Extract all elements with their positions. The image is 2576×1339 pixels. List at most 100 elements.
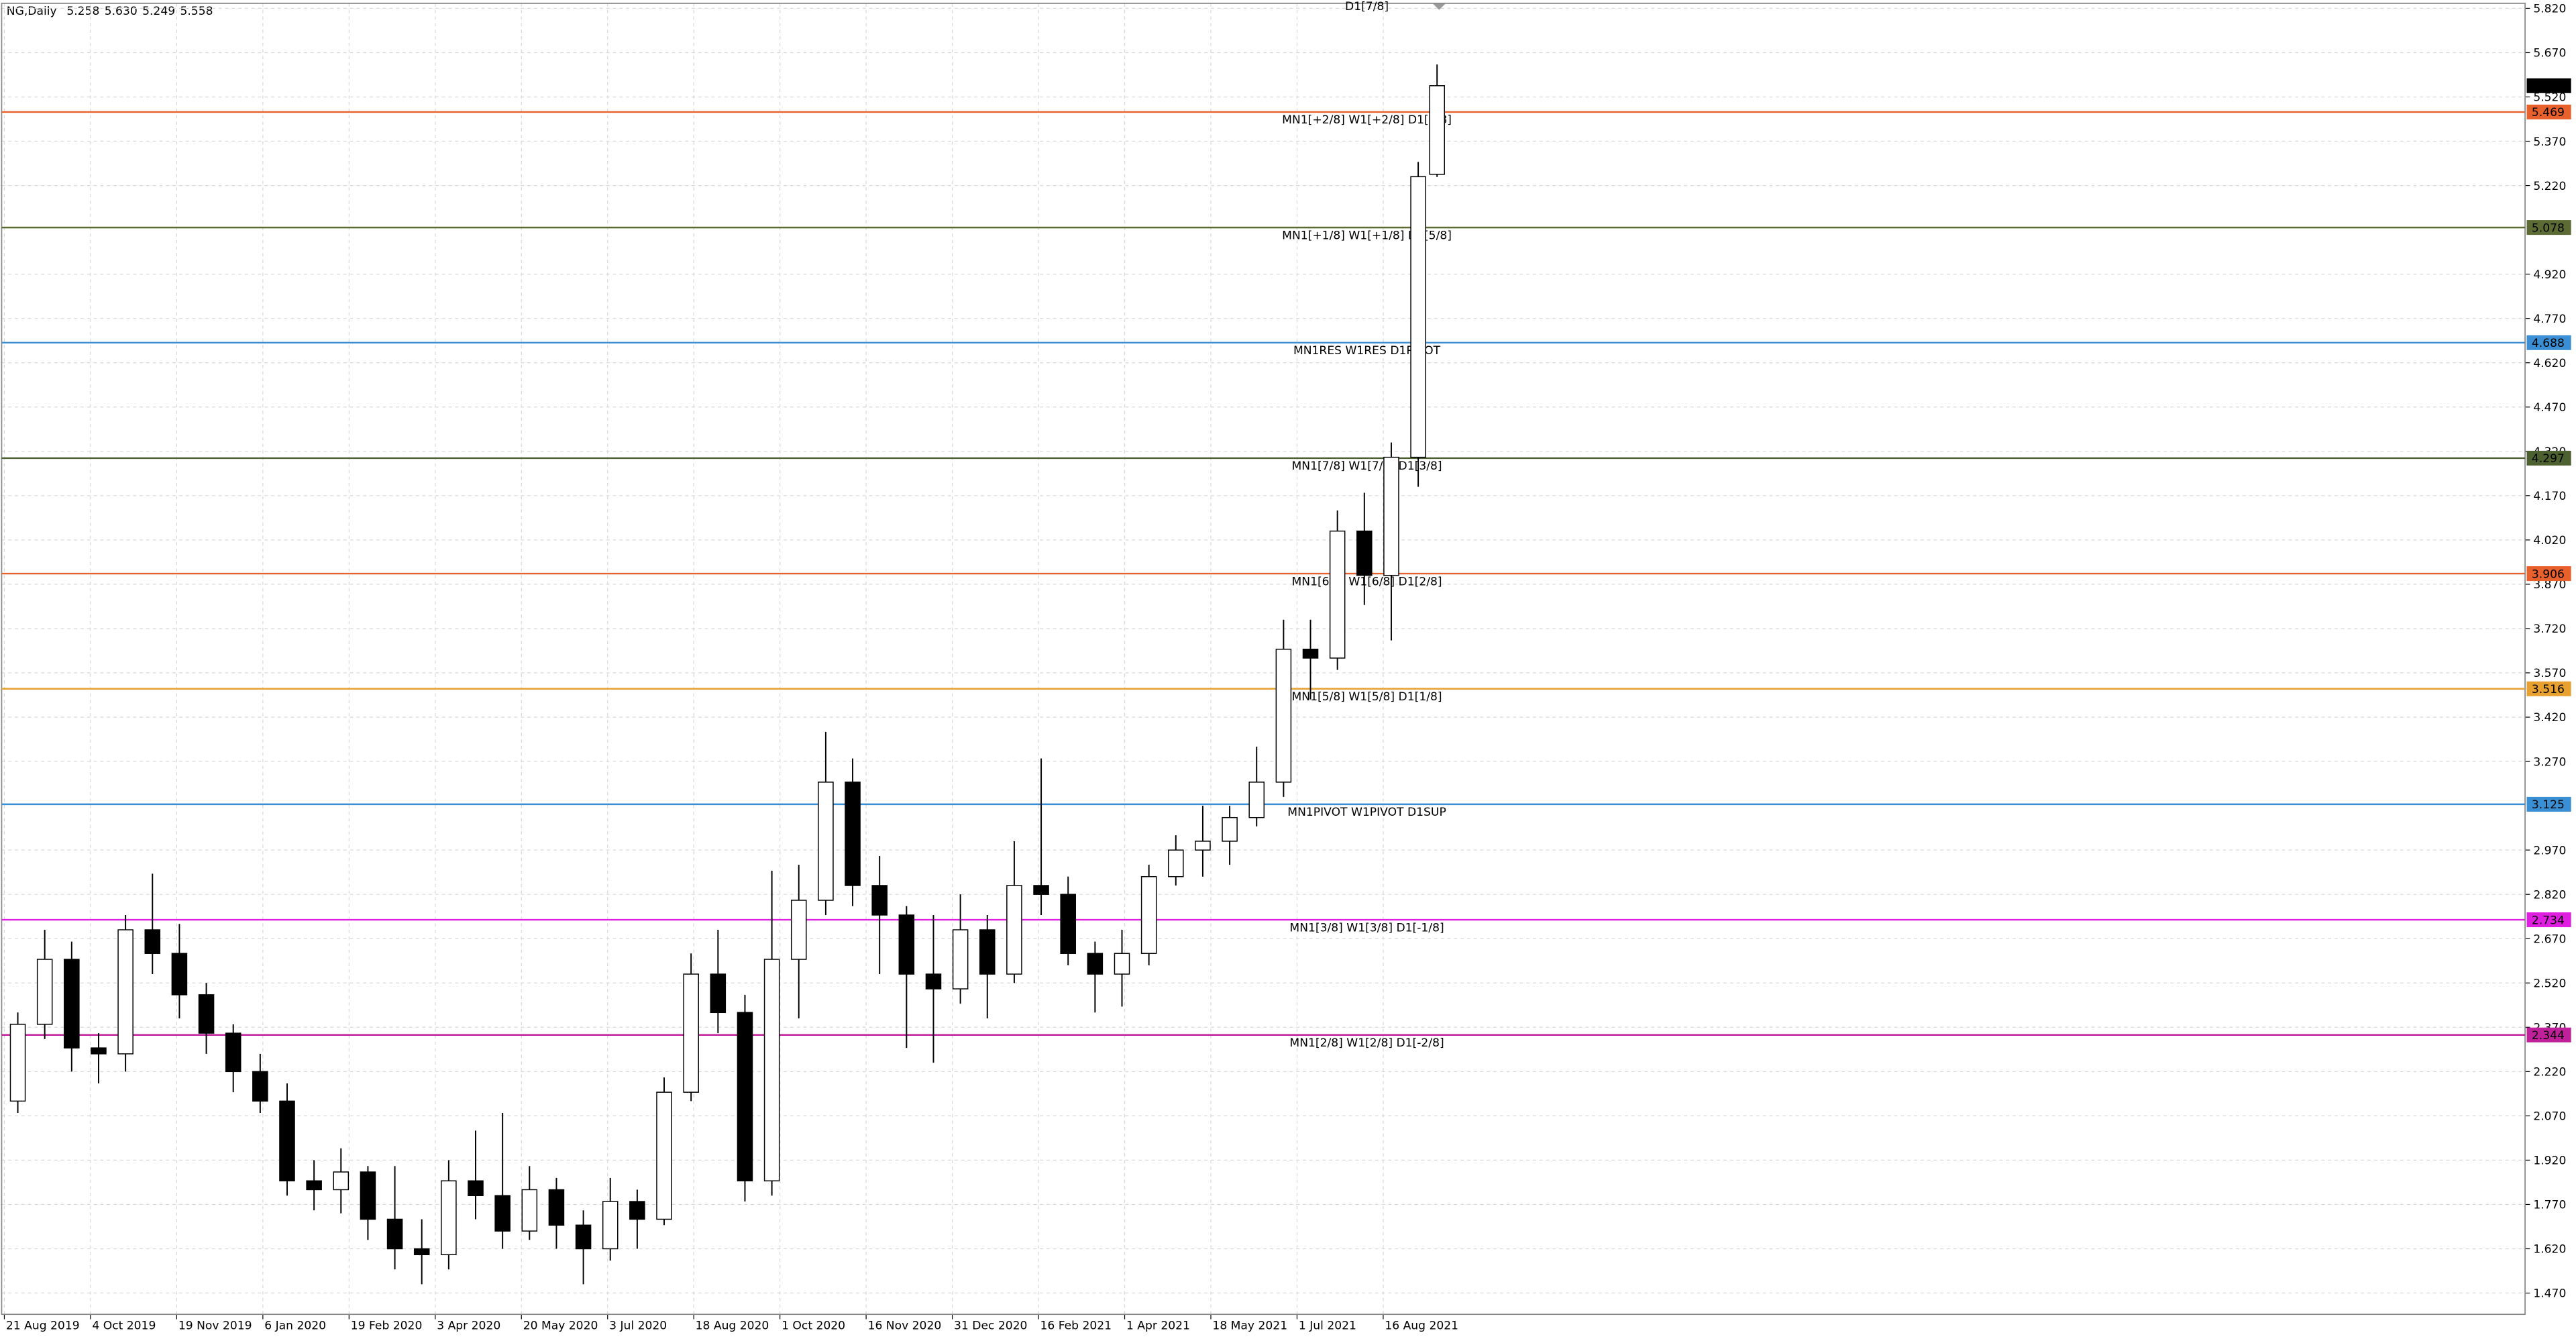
high-label: 5.630	[105, 5, 138, 18]
y-tick-label: 3.870	[2533, 578, 2566, 592]
price-box	[2526, 335, 2571, 350]
candle-body	[494, 1195, 511, 1232]
candle-body	[144, 929, 161, 954]
y-tick-label: 2.520	[2533, 977, 2566, 990]
candle-body	[1140, 876, 1157, 954]
x-tick-label: 21 Aug 2019	[6, 1319, 80, 1332]
candle-body	[441, 1180, 457, 1256]
candle-body	[1248, 782, 1265, 818]
candle-body	[629, 1201, 645, 1220]
price-box	[2526, 450, 2571, 466]
candle-body	[360, 1171, 376, 1220]
x-tick-label: 18 Aug 2020	[696, 1319, 769, 1332]
open-label: 5.258	[66, 5, 99, 18]
candle-body	[1329, 530, 1346, 659]
candle-body	[710, 973, 727, 1014]
candle-body	[1302, 649, 1319, 659]
y-tick-label: 5.520	[2533, 91, 2566, 105]
candle-body	[845, 782, 861, 886]
candle-body	[1429, 85, 1445, 175]
price-box-label: 3.125	[2532, 798, 2565, 812]
candle-body	[1087, 953, 1104, 975]
candle-body	[763, 959, 780, 1181]
candle-body	[1275, 649, 1292, 783]
y-tick-label: 2.220	[2533, 1066, 2566, 1079]
current-price-label: 5.558	[2532, 80, 2565, 93]
y-tick-label: 5.820	[2533, 3, 2566, 16]
x-tick-label: 6 Jan 2020	[264, 1319, 326, 1332]
y-tick-label: 2.070	[2533, 1110, 2566, 1124]
x-tick-label: 31 Dec 2020	[954, 1319, 1027, 1332]
price-box-label: 4.688	[2532, 337, 2565, 350]
y-tick-label: 1.770	[2533, 1199, 2566, 1212]
price-box	[2526, 681, 2571, 696]
price-box-label: 3.906	[2532, 568, 2565, 581]
annotation: D1[7/8]	[1345, 0, 1389, 13]
candle-body	[898, 914, 915, 975]
close-label: 5.558	[180, 5, 213, 18]
candle-body	[252, 1071, 268, 1102]
price-box	[2526, 566, 2571, 582]
price-box-label: 5.469	[2532, 106, 2565, 119]
candle-body	[1222, 816, 1238, 842]
candle-body	[1195, 841, 1211, 851]
candle-body	[1033, 885, 1049, 895]
marker	[1432, 3, 1446, 10]
y-tick-label: 3.720	[2533, 623, 2566, 636]
price-box-label: 3.516	[2532, 683, 2565, 696]
y-tick-label: 1.620	[2533, 1243, 2566, 1256]
level-label: MN1[5/8] W1[5/8] D1[1/8]	[1292, 690, 1442, 704]
y-tick-label: 1.470	[2533, 1287, 2566, 1301]
y-tick-label: 4.770	[2533, 313, 2566, 326]
candle-body	[925, 973, 942, 989]
candle-body	[386, 1218, 403, 1250]
y-tick-label: 5.220	[2533, 180, 2566, 193]
x-tick-label: 3 Apr 2020	[437, 1319, 500, 1332]
candle-body	[468, 1180, 484, 1196]
x-tick-label: 1 Oct 2020	[782, 1319, 845, 1332]
candle-body	[683, 973, 699, 1093]
x-tick-label: 20 May 2020	[523, 1319, 598, 1332]
x-tick-label: 19 Feb 2020	[351, 1319, 423, 1332]
level-label: MN1RES W1RES D1PIVOT	[1293, 344, 1441, 358]
current-price-box	[2526, 78, 2571, 93]
candle-body	[171, 953, 188, 996]
candle-body	[1006, 885, 1022, 975]
candle-body	[64, 959, 80, 1049]
candle-body	[737, 1012, 753, 1181]
price-box	[2526, 220, 2571, 235]
candle-body	[279, 1100, 295, 1181]
y-tick-label: 4.020	[2533, 534, 2566, 547]
x-tick-label: 18 May 2021	[1212, 1319, 1287, 1332]
y-tick-label: 3.420	[2533, 711, 2566, 725]
level-label: MN1[+1/8] W1[+1/8] D1[5/8]	[1282, 229, 1452, 242]
candle-body	[575, 1224, 592, 1250]
symbol: NG,Daily	[7, 5, 57, 18]
candle-body	[979, 929, 996, 975]
candle-body	[656, 1091, 672, 1220]
candle-body	[117, 929, 133, 1055]
y-tick-label: 2.820	[2533, 888, 2566, 902]
x-tick-label: 16 Feb 2021	[1040, 1319, 1112, 1332]
candle-body	[602, 1201, 619, 1250]
header: NG,Daily 5.258 5.630 5.249 5.558	[7, 5, 213, 18]
x-tick-label: 1 Apr 2021	[1126, 1319, 1190, 1332]
price-box-label: 2.734	[2532, 914, 2565, 927]
candle-body	[521, 1189, 538, 1232]
candle-body	[333, 1171, 350, 1191]
candle-body	[1410, 176, 1426, 458]
price-box	[2526, 1027, 2571, 1042]
y-tick-label: 1.920	[2533, 1155, 2566, 1168]
candle-body	[306, 1180, 322, 1191]
candle-body	[1383, 456, 1399, 576]
y-tick-label: 4.920	[2533, 268, 2566, 282]
level-label: MN1[3/8] W1[3/8] D1[-1/8]	[1289, 921, 1444, 934]
level-label: MN1[6/8] W1[6/8] D1[2/8]	[1292, 575, 1442, 588]
y-tick-label: 5.370	[2533, 136, 2566, 149]
candle-body	[36, 959, 53, 1025]
level-label: MN1[7/8] W1[7/8] D1[3/8]	[1292, 460, 1442, 473]
plot-frame	[1, 3, 2526, 1316]
x-tick-label: 16 Aug 2021	[1385, 1319, 1458, 1332]
y-tick-label: 3.570	[2533, 667, 2566, 680]
